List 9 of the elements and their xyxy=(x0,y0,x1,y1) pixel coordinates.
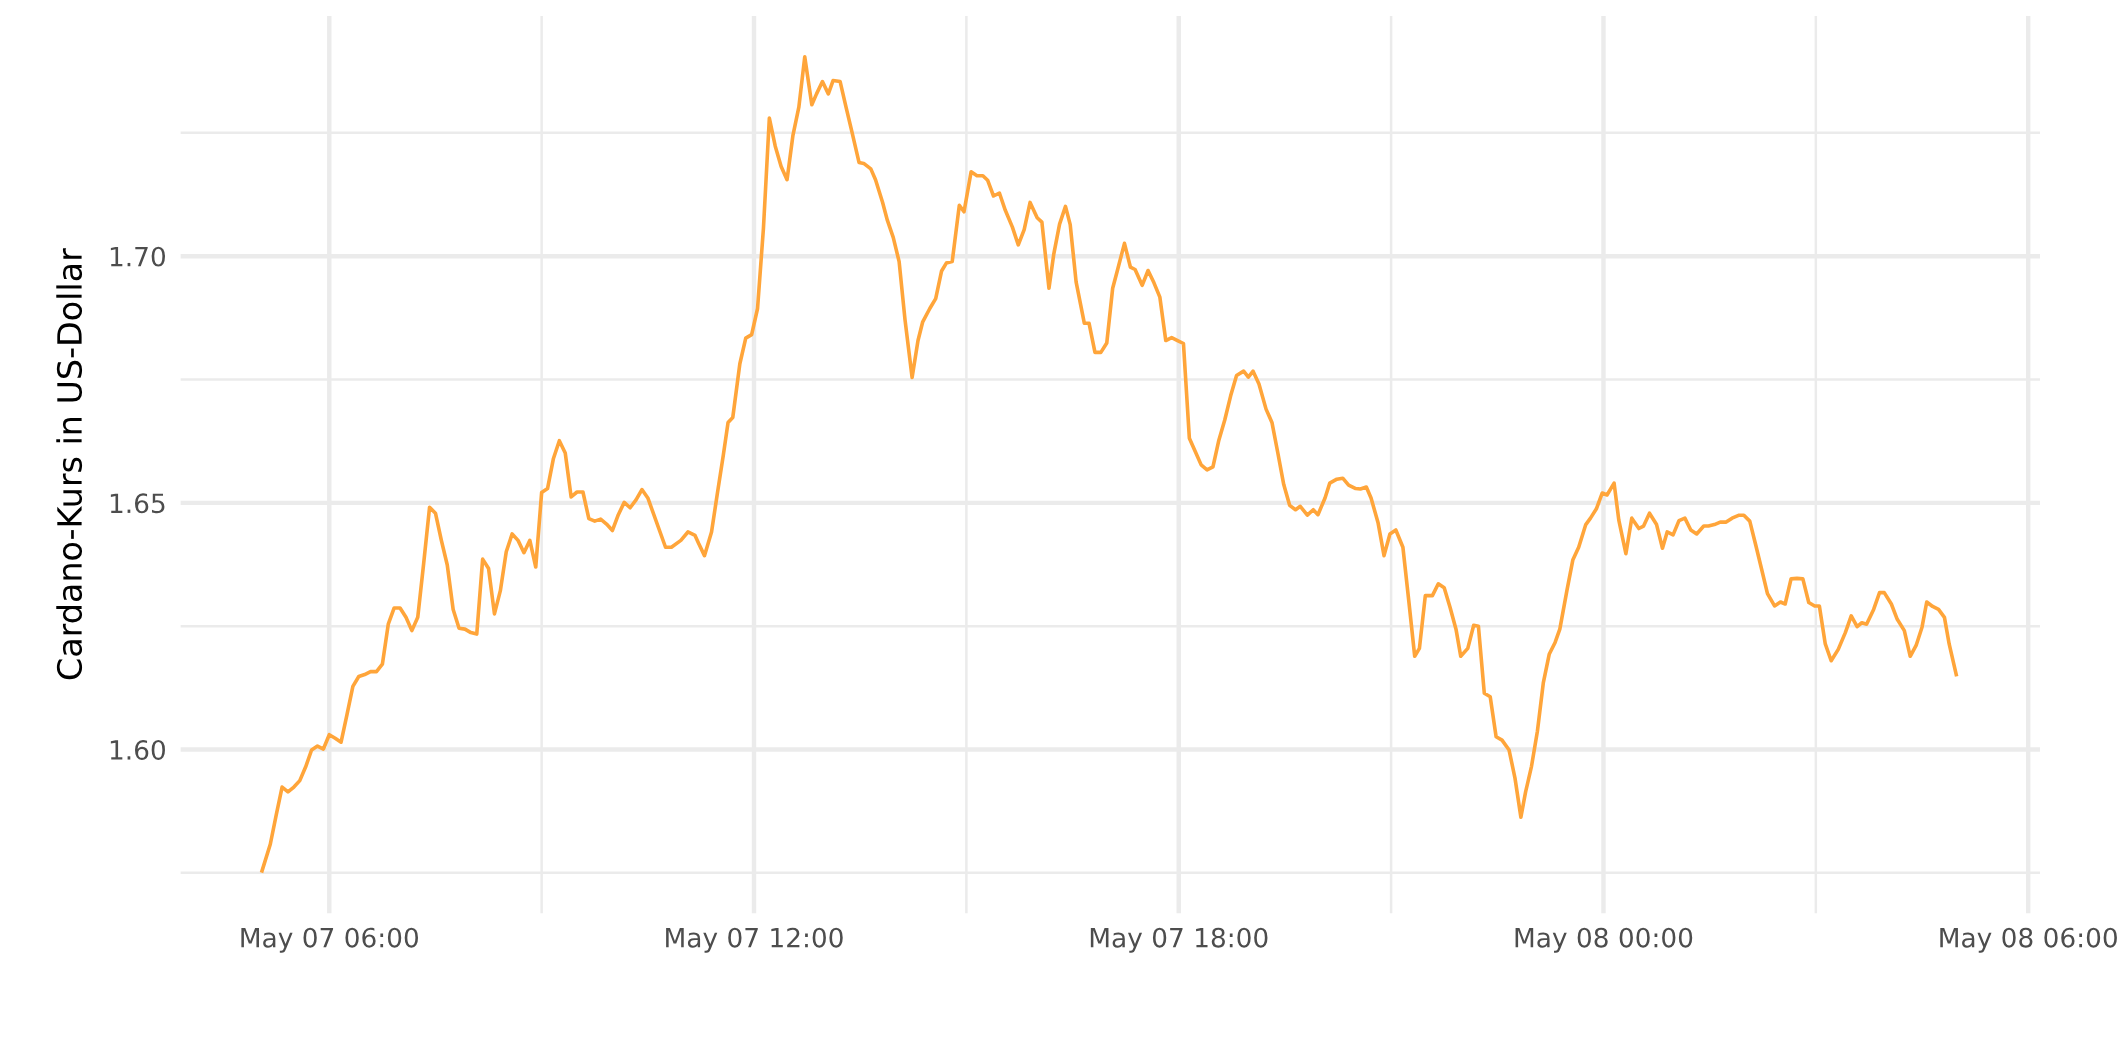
y-axis-title: Cardano-Kurs in US-Dollar xyxy=(56,248,83,680)
x-tick-label: May 07 12:00 xyxy=(666,927,843,953)
x-tick-label: May 08 06:00 xyxy=(1940,927,2117,953)
x-tick-label: May 07 18:00 xyxy=(1090,927,1268,953)
x-tick-label: May 08 00:00 xyxy=(1515,927,1693,953)
x-tick-label: May 07 06:00 xyxy=(241,927,419,953)
y-tick-label: 1.70 xyxy=(110,246,165,267)
y-tick-label: 1.65 xyxy=(110,493,165,514)
y-tick-label: 1.60 xyxy=(110,739,165,760)
